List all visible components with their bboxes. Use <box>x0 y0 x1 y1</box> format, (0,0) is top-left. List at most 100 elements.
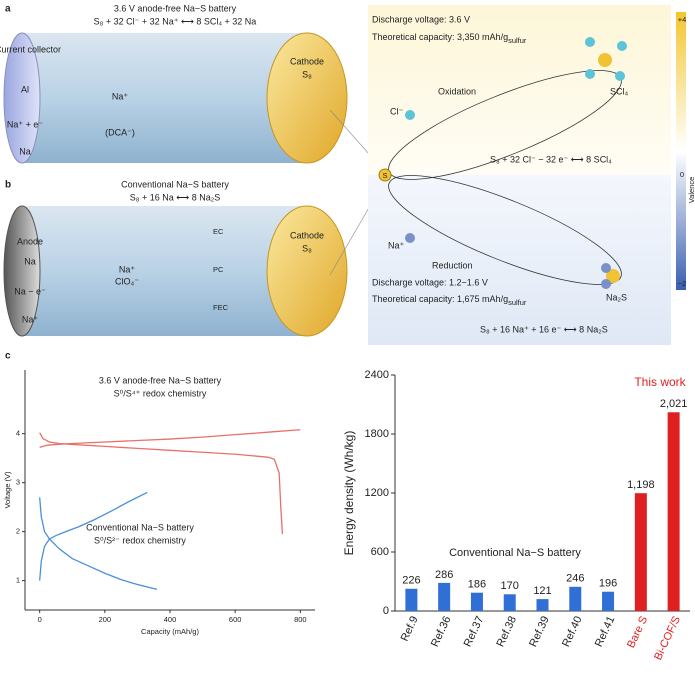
text: Na⁺ <box>119 264 136 274</box>
line <box>39 497 158 591</box>
y-tick-label: 1200 <box>365 487 389 499</box>
text: Cathode <box>290 230 324 240</box>
atom <box>601 263 611 273</box>
sulfur <box>598 53 612 67</box>
line <box>39 432 284 535</box>
sulfur <box>378 168 392 182</box>
text: +4 <box>678 15 687 24</box>
text: S₈ <box>302 243 312 253</box>
text: Na − e⁻ <box>14 286 46 296</box>
y-tick-label: 1800 <box>365 428 389 440</box>
y-axis-label: Energy density (Wh/kg) <box>342 431 356 556</box>
text: S₈ + 32 Cl⁻ − 32 e⁻ ⟷ 8 SCl₄ <box>490 154 612 164</box>
mechanism: +4 0 −2 Valence Discharge voltage: 3.6 V… <box>329 5 695 345</box>
bar <box>569 586 582 611</box>
text: Na⁺ <box>22 314 39 324</box>
x-tick-label: 800 <box>294 615 307 624</box>
colorbar <box>676 12 686 290</box>
text: Theoretical capacity: 1,675 mAh/gsulfur <box>372 294 527 307</box>
text: sulfur <box>508 298 527 307</box>
sulfur <box>606 269 620 283</box>
collector <box>3 32 41 164</box>
text: Theoretical capacity: 3,350 mAh/g <box>372 32 508 42</box>
cathode <box>266 205 348 337</box>
x-tick-label: 400 <box>164 615 177 624</box>
text: Current collector <box>0 44 61 54</box>
text: Discharge voltage: 1.2−1.6 V <box>372 277 488 287</box>
value-label: 1,198 <box>627 479 655 491</box>
value-label: 286 <box>435 569 453 581</box>
cathode <box>266 32 348 164</box>
y-tick-label: 0 <box>383 605 389 617</box>
line <box>39 429 301 449</box>
text: FEC <box>213 303 229 312</box>
y-tick-label: 3 <box>16 478 20 487</box>
equation: S₈ + 16 Na ⟷ 8 Na₂S <box>130 192 220 202</box>
annotation: This work <box>634 375 686 389</box>
panel-label: b <box>5 180 11 191</box>
text: Cathode <box>290 56 324 66</box>
x-tick-label: Ref.39 <box>527 614 552 648</box>
bar <box>503 594 516 611</box>
annotation: S⁰/S²⁻ redox chemistry <box>94 535 186 545</box>
atom <box>617 41 627 51</box>
x-tick-label: Ref.38 <box>494 614 519 648</box>
text: Na <box>19 146 31 156</box>
value-label: 226 <box>402 575 420 587</box>
background <box>368 5 671 175</box>
anode <box>3 205 41 337</box>
cycle <box>388 175 622 285</box>
bar <box>634 493 647 611</box>
text: 0 <box>680 170 684 179</box>
text: S₈ <box>302 69 312 79</box>
x-tick-label: Ref.36 <box>429 614 454 648</box>
bar <box>438 582 451 611</box>
atom <box>405 233 415 243</box>
x-tick-label: Ref.9 <box>399 614 421 643</box>
bar <box>667 412 680 611</box>
title: 3.6 V anode-free Na−S battery <box>114 3 237 13</box>
text: sulfur <box>508 36 527 45</box>
equation: S₈ + 32 Cl⁻ + 32 Na⁺ ⟷ 8 SCl₄ + 32 Na <box>94 16 257 26</box>
text: ClO₄⁻ <box>115 276 139 286</box>
x-tick-label: 200 <box>99 615 112 624</box>
value-label: 121 <box>533 585 551 597</box>
x-tick-label: Ref.41 <box>593 614 618 648</box>
charts: c 1 2 3 4 0 200 400 600 800 Capacity (mAh/g) Voltag… <box>3 351 690 662</box>
bar <box>470 592 483 611</box>
value-label: 2,021 <box>660 398 688 410</box>
value-label: 186 <box>468 579 486 591</box>
text: Valence <box>687 177 695 204</box>
atom <box>585 37 595 47</box>
y-tick-label: 4 <box>16 429 20 438</box>
y-tick-label: 1 <box>16 576 20 585</box>
bar <box>405 588 418 611</box>
electrolyte <box>22 33 307 163</box>
panel-label: c <box>5 351 11 362</box>
electrolyte <box>22 206 307 336</box>
bar <box>536 599 549 611</box>
background <box>368 175 671 345</box>
x-tick-label: 0 <box>38 615 42 624</box>
text: Discharge voltage: 3.6 V <box>372 14 470 24</box>
text: Al <box>21 84 29 94</box>
annotation: 3.6 V anode-free Na−S battery <box>99 375 222 385</box>
panel-a: a 3.6 V anode-free Na−S battery S₈ + 32 … <box>0 3 348 164</box>
x-tick-label: Bi-COF/S <box>652 614 683 662</box>
atom <box>585 69 595 79</box>
annotation: S⁰/S⁴⁺ redox chemistry <box>114 388 207 398</box>
line <box>39 491 148 581</box>
atom <box>405 110 415 120</box>
text: Na⁺ <box>112 91 129 101</box>
text: SCl₄ <box>610 86 629 96</box>
annotation: Conventional Na−S battery <box>86 522 194 532</box>
atom <box>601 279 611 289</box>
text: Na <box>24 256 36 266</box>
text: PC <box>213 265 224 274</box>
text: Cl⁻ <box>390 106 403 116</box>
value-label: 196 <box>599 578 617 590</box>
text: S <box>382 171 387 180</box>
value-label: 246 <box>566 573 584 585</box>
atom <box>615 71 625 81</box>
text: Reduction <box>432 260 473 270</box>
